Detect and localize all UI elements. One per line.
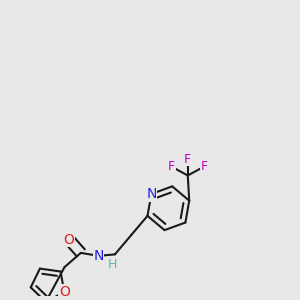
- Text: F: F: [200, 160, 208, 173]
- Text: H: H: [107, 258, 117, 271]
- Text: N: N: [146, 187, 157, 201]
- Text: O: O: [59, 285, 70, 299]
- Text: F: F: [184, 153, 191, 166]
- Text: O: O: [64, 232, 74, 247]
- Text: F: F: [168, 160, 175, 173]
- Text: N: N: [93, 249, 104, 263]
